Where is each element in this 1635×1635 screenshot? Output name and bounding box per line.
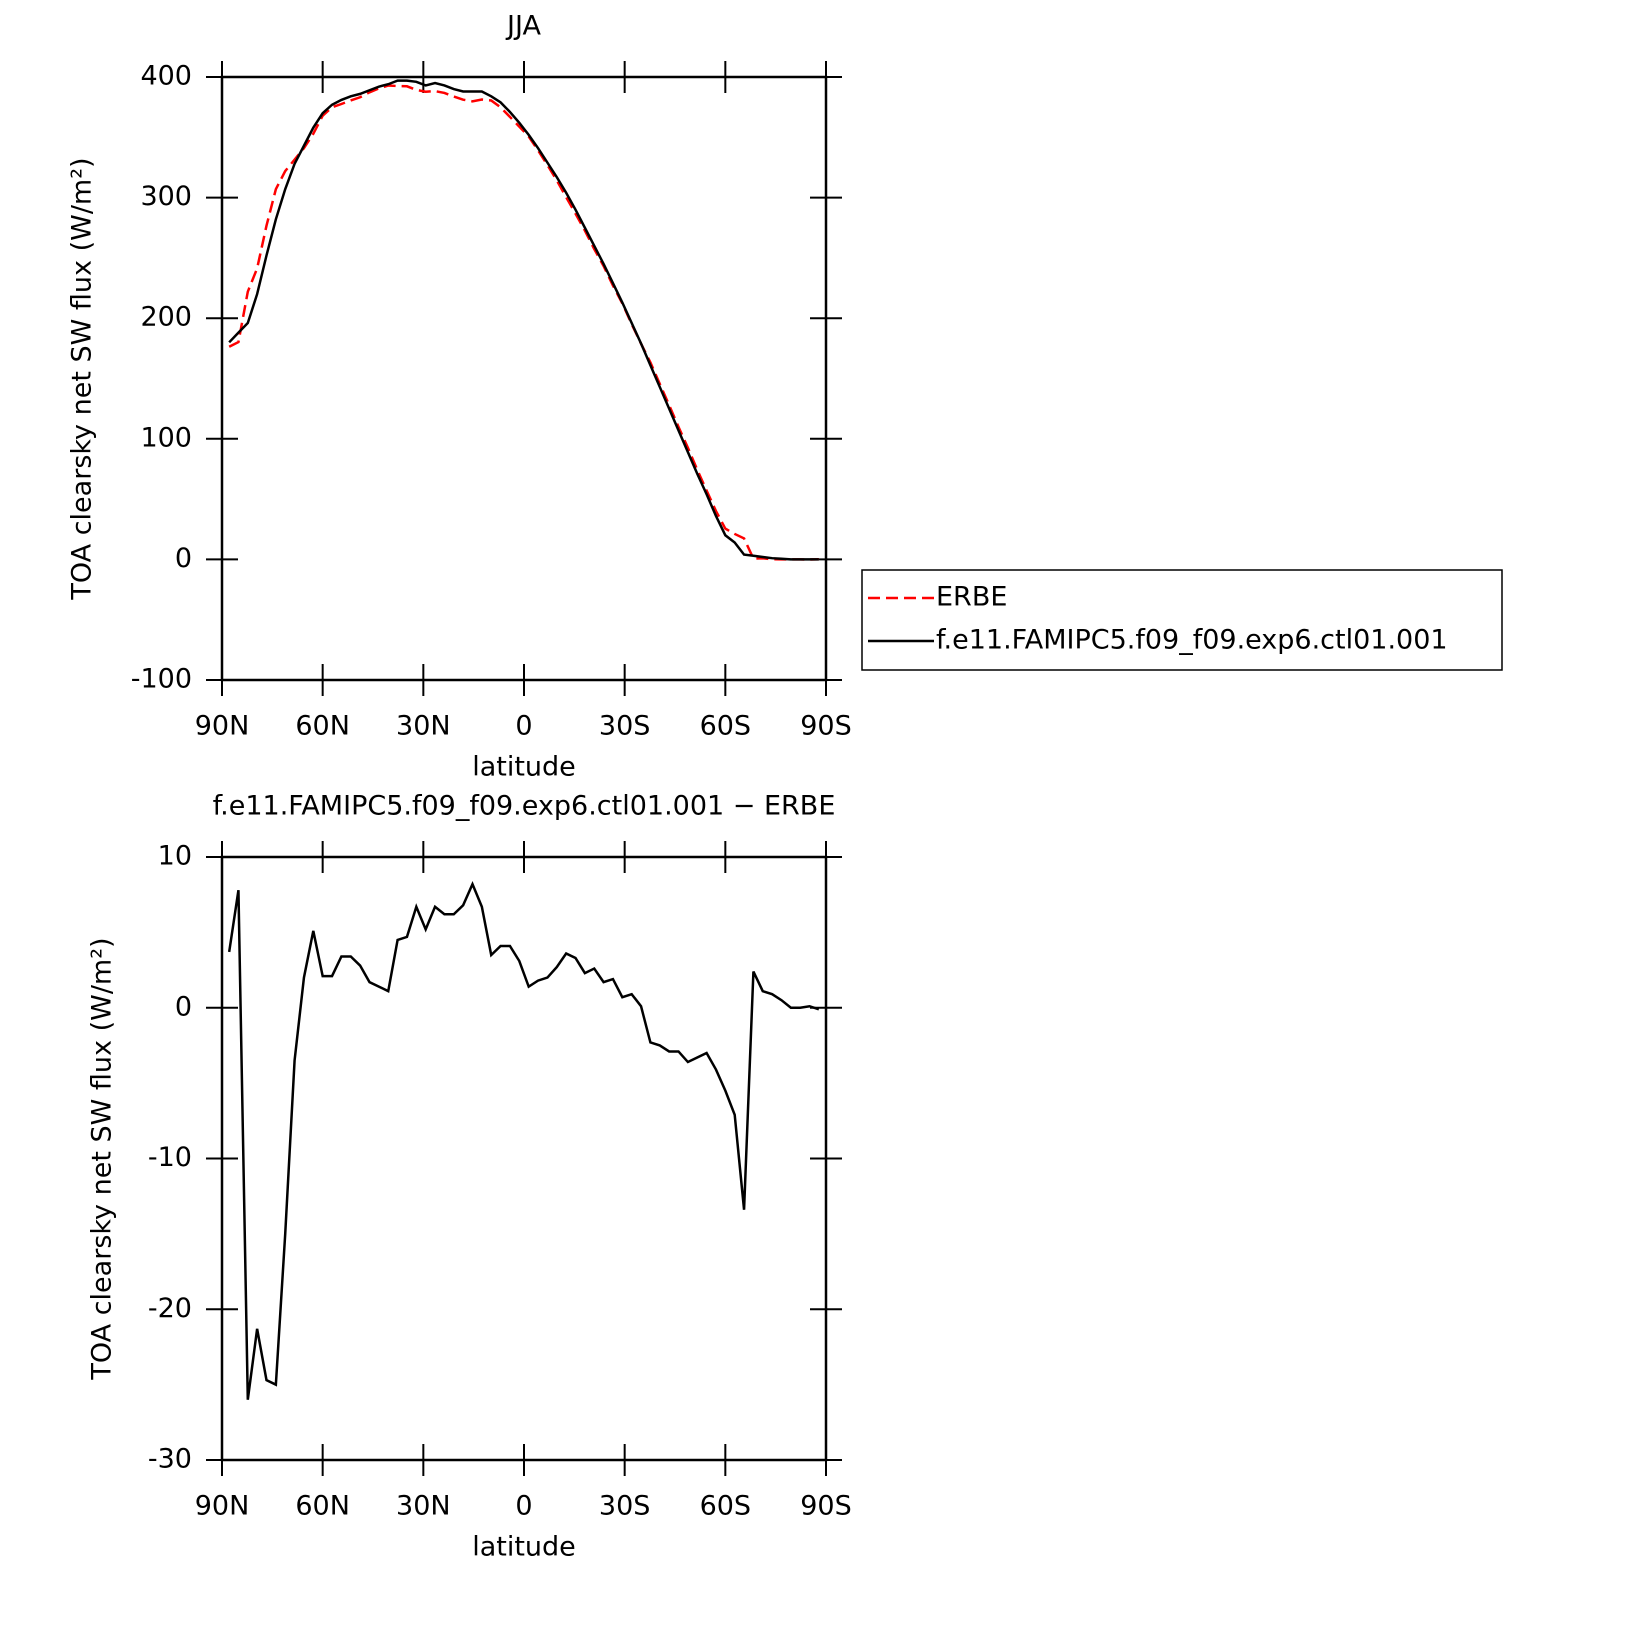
y-tick-label: 0 (175, 543, 192, 574)
x-tick-label: 90S (800, 1491, 852, 1522)
chart-title: f.e11.FAMIPC5.f09_f09.exp6.ctl01.001 − E… (213, 791, 836, 822)
y-tick-label: 400 (140, 61, 192, 92)
y-tick-label: -30 (148, 1444, 192, 1475)
y-tick-label: 200 (140, 302, 192, 333)
plot-frame (220, 75, 828, 682)
x-tick-label: 90N (195, 711, 250, 742)
x-tick-label: 60S (700, 1491, 752, 1522)
x-tick-label: 30N (396, 1491, 451, 1522)
x-tick-label: 90S (800, 711, 852, 742)
x-tick-label: 60N (295, 711, 350, 742)
data-line (228, 79, 819, 561)
y-tick-label: 0 (175, 991, 192, 1022)
y-axis-label: TOA clearsky net SW flux (W/m²) (87, 937, 118, 1380)
x-axis-label: latitude (472, 1532, 576, 1563)
x-tick-label: 60N (295, 1491, 350, 1522)
x-tick-label: 60S (700, 711, 752, 742)
x-tick-label: 30S (599, 1491, 651, 1522)
y-tick-label: 300 (140, 181, 192, 212)
y-tick-label: 100 (140, 422, 192, 453)
x-tick-label: 30S (599, 711, 651, 742)
legend-box (861, 569, 1503, 671)
legend-label: f.e11.FAMIPC5.f09_f09.exp6.ctl01.001 (936, 625, 1448, 656)
x-tick-label: 30N (396, 711, 451, 742)
x-tick-label: 0 (515, 711, 532, 742)
data-line (227, 880, 820, 1400)
x-tick-label: 0 (515, 1491, 532, 1522)
x-tick-label: 90N (195, 1491, 250, 1522)
y-tick-label: -20 (148, 1293, 192, 1324)
data-line (228, 84, 819, 561)
plot-frame (220, 855, 828, 1462)
y-axis-label: TOA clearsky net SW flux (W/m²) (67, 157, 98, 600)
y-tick-label: 10 (158, 841, 192, 872)
x-axis-label: latitude (472, 752, 576, 783)
y-tick-label: -100 (131, 664, 192, 695)
legend-label: ERBE (936, 582, 1007, 613)
chart-title: JJA (505, 11, 541, 42)
y-tick-label: -10 (148, 1142, 192, 1173)
